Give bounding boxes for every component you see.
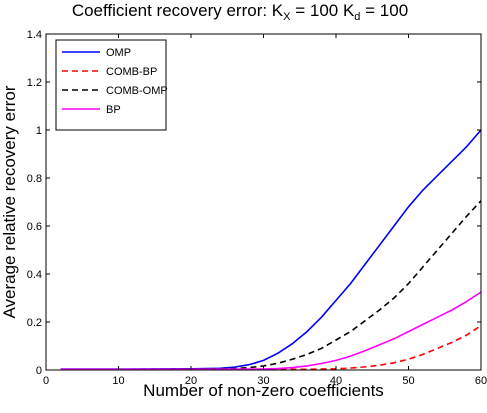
y-axis: 0 0.2 0.4 0.6 0.8 1 1.2 1.4 bbox=[27, 29, 481, 377]
x-tick-label: 50 bbox=[402, 375, 414, 387]
legend-box bbox=[55, 39, 167, 131]
chart-title: Coefficient recovery error: KX = 100 Kd … bbox=[72, 1, 408, 23]
chart-title-main: Coefficient recovery error: K bbox=[72, 1, 284, 20]
x-tick-label: 0 bbox=[43, 375, 49, 387]
series-line-comb-omp bbox=[60, 200, 482, 371]
legend-label-comb-bp: COMB-BP bbox=[106, 66, 157, 78]
legend: OMP COMB-BP COMB-OMP BP bbox=[55, 39, 168, 131]
chart-title-end: = 100 bbox=[360, 1, 408, 20]
legend-label-omp: OMP bbox=[106, 47, 131, 59]
x-axis-label: Number of non-zero coefficients bbox=[143, 381, 384, 400]
y-tick-label: 1.4 bbox=[27, 29, 42, 41]
x-tick-label: 10 bbox=[112, 375, 124, 387]
legend-label-bp: BP bbox=[106, 104, 121, 116]
chart-title-middle: = 100 K bbox=[290, 1, 354, 20]
chart-title-subscript-x: X bbox=[283, 11, 291, 23]
x-tick-label: 30 bbox=[257, 375, 269, 387]
y-axis-label: Average relative recovery error bbox=[0, 85, 19, 318]
y-tick-label: 0 bbox=[36, 365, 42, 377]
y-tick-label: 0.2 bbox=[27, 317, 42, 329]
x-tick-label: 20 bbox=[185, 375, 197, 387]
x-tick-label: 60 bbox=[475, 375, 487, 387]
x-tick-label: 40 bbox=[330, 375, 342, 387]
legend-label-comb-omp: COMB-OMP bbox=[106, 85, 168, 97]
y-tick-label: 0.8 bbox=[27, 173, 42, 185]
y-tick-label: 0.6 bbox=[27, 221, 42, 233]
chart-title-subscript-d: d bbox=[354, 11, 360, 23]
series-line-omp bbox=[60, 129, 482, 370]
y-tick-label: 1 bbox=[36, 125, 42, 137]
x-axis: 0 10 20 30 40 50 60 bbox=[43, 34, 487, 387]
y-tick-label: 0.4 bbox=[27, 269, 42, 281]
y-tick-label: 1.2 bbox=[27, 77, 42, 89]
